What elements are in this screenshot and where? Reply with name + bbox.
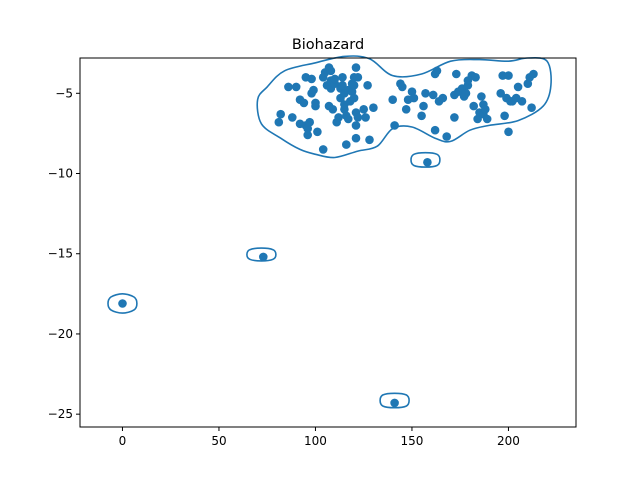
- data-point: [353, 73, 363, 82]
- data-point: [303, 130, 313, 140]
- data-point: [442, 132, 452, 141]
- data-point: [351, 121, 361, 130]
- y-axis-ticks: −25 −20 −15 −10 −5: [48, 86, 80, 421]
- contour-line-4: [379, 392, 410, 409]
- data-point: [344, 114, 353, 124]
- axes-frame: [79, 57, 577, 428]
- data-point: [309, 85, 318, 95]
- data-point: [349, 93, 359, 103]
- data-point: [361, 113, 370, 122]
- data-point: [288, 113, 297, 122]
- data-point: [359, 105, 369, 114]
- data-point: [432, 66, 442, 76]
- data-point: [342, 140, 351, 149]
- data-point: [118, 299, 127, 308]
- data-point: [369, 103, 378, 112]
- x-axis-ticks: 0 50 100 150 200: [119, 427, 520, 448]
- data-point: [313, 127, 322, 137]
- data-point: [529, 69, 538, 79]
- data-point: [482, 114, 492, 124]
- data-point: [473, 114, 482, 124]
- data-point: [274, 117, 284, 127]
- data-point: [326, 66, 336, 76]
- data-point: [504, 71, 513, 80]
- data-point: [334, 113, 343, 122]
- x-tick-label: 150: [401, 434, 424, 448]
- contour-line-0: [256, 55, 552, 159]
- data-point: [338, 73, 347, 82]
- chart-title: Biohazard: [292, 37, 364, 53]
- contour-line-1: [107, 292, 138, 314]
- data-point: [477, 92, 486, 101]
- data-point: [291, 82, 301, 92]
- data-point: [438, 93, 448, 103]
- data-point: [353, 113, 363, 122]
- data-point: [390, 121, 399, 130]
- data-point: [338, 81, 347, 90]
- data-point: [469, 101, 479, 111]
- data-point: [276, 109, 286, 119]
- data-point: [330, 74, 340, 84]
- data-point: [450, 113, 459, 122]
- y-tick-label: −5: [55, 86, 73, 100]
- data-point: [517, 97, 527, 106]
- data-point: [471, 73, 480, 82]
- data-point: [430, 125, 440, 135]
- data-point: [417, 111, 426, 121]
- contour-line-2: [246, 247, 277, 262]
- data-point: [351, 133, 361, 143]
- data-point: [428, 90, 438, 100]
- data-point: [481, 105, 490, 114]
- contour-layer: [107, 55, 552, 409]
- data-point: [365, 135, 374, 145]
- data-point: [307, 74, 316, 84]
- data-point: [299, 98, 309, 108]
- data-point: [388, 95, 398, 104]
- data-point: [328, 105, 338, 114]
- data-point: [496, 89, 506, 98]
- data-point: [513, 82, 523, 92]
- y-tick-label: −25: [48, 407, 73, 421]
- x-tick-label: 50: [211, 434, 226, 448]
- x-tick-label: 0: [119, 434, 127, 448]
- point-layer: [118, 63, 538, 408]
- data-point: [504, 127, 513, 137]
- data-point: [259, 252, 268, 262]
- y-tick-label: −10: [48, 167, 73, 181]
- data-point: [318, 145, 328, 154]
- data-point: [390, 398, 399, 408]
- data-point: [461, 89, 471, 98]
- data-point: [500, 111, 509, 121]
- data-point: [452, 69, 461, 79]
- data-point: [421, 89, 430, 98]
- data-point: [305, 117, 315, 127]
- data-point: [398, 82, 407, 92]
- data-point: [527, 103, 536, 112]
- y-tick-label: −15: [48, 247, 73, 261]
- data-point: [419, 101, 428, 111]
- data-point: [351, 63, 361, 72]
- data-point: [363, 81, 372, 90]
- contour-line-3: [410, 151, 441, 168]
- y-tick-label: −20: [48, 327, 73, 341]
- x-tick-label: 100: [304, 434, 327, 448]
- data-point: [409, 93, 419, 103]
- data-point: [349, 81, 359, 90]
- data-point: [284, 82, 293, 92]
- data-point: [401, 105, 411, 114]
- x-tick-label: 200: [497, 434, 520, 448]
- data-point: [423, 158, 432, 167]
- data-point: [311, 98, 320, 108]
